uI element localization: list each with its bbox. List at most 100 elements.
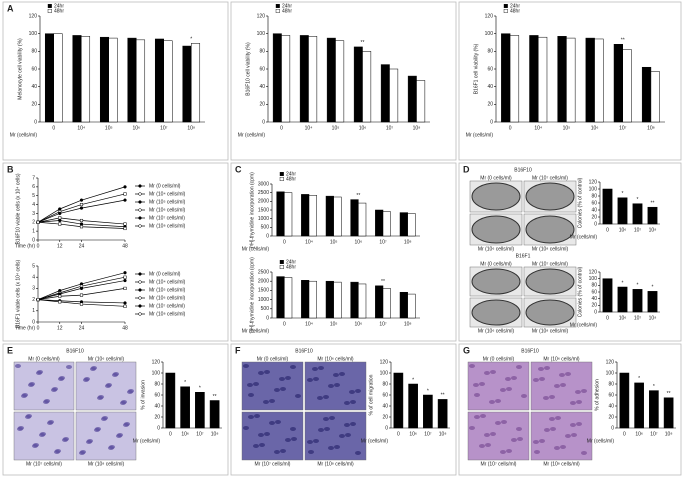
cell-shape <box>480 414 486 418</box>
y-tick-label: 20 <box>259 102 265 108</box>
legend-swatch <box>503 8 508 13</box>
cell-shape <box>533 378 539 382</box>
cell-shape <box>474 415 480 419</box>
y-tick-label: 1500 <box>258 207 269 213</box>
cell-shape <box>521 394 527 398</box>
legend-label: 48hr <box>282 8 292 14</box>
y-axis-label: Melanocyte cell viability (%) <box>17 38 23 100</box>
point <box>79 286 84 291</box>
cell-shape <box>469 364 475 368</box>
point <box>123 278 127 283</box>
bar <box>299 35 309 123</box>
point <box>123 275 127 279</box>
cell-shape <box>51 388 57 392</box>
y-tick-label: 0 <box>34 119 37 125</box>
image-caption: Mr (0 cells/ml) <box>483 356 515 362</box>
legend-marker <box>138 280 142 284</box>
point <box>79 302 84 306</box>
cell-shape <box>534 450 540 454</box>
x-tick-label: 24 <box>79 243 85 249</box>
x-tick-label: 10⁸ <box>439 431 447 437</box>
bar <box>622 49 632 123</box>
x-tick-label: 24 <box>79 325 85 331</box>
cell-shape <box>549 395 555 399</box>
point <box>79 218 84 223</box>
y-tick-label: 80 <box>591 283 597 289</box>
cell-shape <box>313 439 319 443</box>
bar <box>53 33 63 123</box>
cell-shape <box>576 422 582 426</box>
x-tick-label: 10⁶ <box>355 321 363 327</box>
panel-frame <box>458 343 682 476</box>
y-tick-label: 100 <box>589 186 598 192</box>
cell-shape <box>329 416 335 420</box>
cell-shape <box>543 396 549 400</box>
y-tick-label: 60 <box>31 66 37 72</box>
y-axis-label: Colonies (% of control) <box>577 266 583 317</box>
bar <box>165 372 176 429</box>
image-caption: Mr (10⁶ cells/ml) <box>478 246 515 252</box>
x-tick-label: 0 <box>623 431 626 437</box>
series-line <box>37 272 126 300</box>
cell-shape <box>484 371 490 375</box>
panel-frame <box>2 1 229 161</box>
x-tick-label: 10⁸ <box>211 431 219 437</box>
y-tick-label: 2 <box>32 220 35 226</box>
legend-marker <box>138 312 142 316</box>
cell-shape <box>479 444 485 448</box>
cell-shape <box>120 401 126 405</box>
image-title: B16F10 <box>295 348 313 354</box>
x-axis-label: Mr (cells/ml) <box>242 328 270 334</box>
y-tick-label: 0 <box>32 237 35 243</box>
cell-image <box>467 411 530 461</box>
image-caption: Mr (0 cells/ml) <box>480 261 512 267</box>
y-tick-label: 40 <box>608 403 614 409</box>
y-tick-label: 0 <box>32 319 35 325</box>
point <box>58 211 62 216</box>
legend-marker <box>138 216 142 220</box>
cell-shape <box>560 383 566 387</box>
cell-shape <box>123 423 129 427</box>
bar <box>382 211 391 237</box>
x-tick-label: 0 <box>397 431 400 437</box>
x-tick-label: 10⁶ <box>132 125 140 131</box>
plate-well <box>525 268 575 295</box>
legend-swatch <box>47 3 52 8</box>
y-axis-label: [³H]-thymidine incorporation (cpm) <box>249 172 255 248</box>
cell-shape <box>308 450 314 454</box>
cell-shape <box>350 400 356 404</box>
cell-shape <box>328 446 334 450</box>
y-tick-label: 1000 <box>258 216 269 222</box>
image-caption: Mr (10⁷ cells/ml) <box>26 461 62 467</box>
cell-shape <box>490 432 496 436</box>
cell-shape <box>47 421 53 425</box>
point <box>123 185 127 189</box>
cell-shape <box>517 437 523 441</box>
bar <box>649 390 659 429</box>
image-caption: Mr (0 cells/ml) <box>480 175 512 181</box>
point <box>79 293 84 297</box>
x-tick-label: 10⁵ <box>330 321 338 327</box>
bar <box>650 71 660 123</box>
y-tick-label: 7 <box>32 175 35 181</box>
cell-shape <box>334 383 340 387</box>
cell-shape <box>565 434 571 438</box>
legend-label: Mr (10⁶ cells/ml) <box>149 207 186 213</box>
y-tick-label: 2500 <box>258 190 269 196</box>
bar <box>594 38 604 123</box>
bar <box>358 202 367 237</box>
bar <box>350 199 359 237</box>
cell-shape <box>576 400 582 404</box>
cell-shape <box>274 450 280 454</box>
cell-shape <box>269 421 275 425</box>
cell-shape <box>506 449 512 453</box>
bar <box>191 43 201 123</box>
x-tick-label: 10⁶ <box>619 315 627 321</box>
x-axis-label: Mr (cells/ml) <box>587 438 615 444</box>
y-tick-label: 0 <box>594 221 597 227</box>
y-tick-label: 80 <box>154 381 160 387</box>
bar <box>437 399 448 429</box>
cell-shape <box>318 366 324 370</box>
cell-shape <box>290 427 296 431</box>
series-line <box>37 220 126 228</box>
